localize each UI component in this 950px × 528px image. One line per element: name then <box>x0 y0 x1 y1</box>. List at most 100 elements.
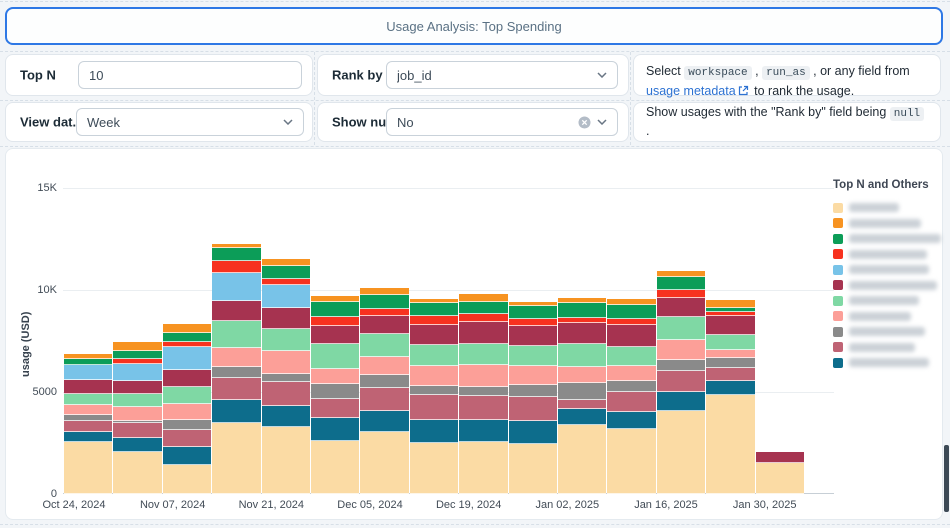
bar-segment-series-maroon[interactable] <box>656 298 706 317</box>
bar-segment-series-mint[interactable] <box>558 343 607 367</box>
bar-dec-19-2024[interactable] <box>459 293 508 494</box>
bar-segment-series-teal[interactable] <box>311 417 360 441</box>
bar-segment-series-blue[interactable] <box>113 364 162 381</box>
bar-segment-series-teal[interactable] <box>64 431 113 442</box>
bar-segment-series-gray[interactable] <box>459 386 508 397</box>
bar-segment-series-red[interactable] <box>558 318 607 324</box>
bar-segment-series-maroon[interactable] <box>212 300 261 321</box>
bar-jan-30-2025[interactable] <box>755 451 805 494</box>
bar-segment-series-green[interactable] <box>113 350 162 360</box>
bar-segment-series-green[interactable] <box>409 303 459 317</box>
bar-segment-series-mint[interactable] <box>162 386 212 404</box>
bar-segment-series-mauve[interactable] <box>607 391 656 413</box>
bar-segment-series-mint[interactable] <box>706 334 755 350</box>
bar-segment-series-gray[interactable] <box>656 360 706 371</box>
bar-segment-series-salmon[interactable] <box>311 369 360 385</box>
bar-segment-series-orange[interactable] <box>64 354 113 360</box>
bar-segment-series-green[interactable] <box>311 302 360 318</box>
bar-segment-series-salmon[interactable] <box>459 365 508 387</box>
bar-segment-series-mint[interactable] <box>261 329 311 351</box>
bar-segment-series-mauve[interactable] <box>212 377 261 401</box>
bar-segment-series-mint[interactable] <box>607 347 656 366</box>
bar-segment-series-teal[interactable] <box>706 380 755 395</box>
bar-oct-31-2024[interactable] <box>113 342 162 494</box>
bar-segment-series-salmon[interactable] <box>162 403 212 421</box>
bar-segment-series-orange[interactable] <box>706 300 755 308</box>
bar-segment-series-teal[interactable] <box>558 409 607 426</box>
bar-segment-series-red[interactable] <box>508 319 558 326</box>
bar-segment-series-maroon[interactable] <box>706 316 755 335</box>
bar-segment-series-mauve[interactable] <box>311 399 360 418</box>
legend-item-2[interactable] <box>833 216 941 232</box>
bar-jan-23-2025[interactable] <box>706 300 755 494</box>
bar-segment-series-red[interactable] <box>162 341 212 348</box>
bar-segment-series-blue[interactable] <box>212 272 261 301</box>
bar-segment-series-orange[interactable] <box>261 259 311 267</box>
bar-segment-series-teal[interactable] <box>113 438 162 453</box>
bar-segment-series-mint[interactable] <box>508 345 558 366</box>
legend-item-5[interactable] <box>833 262 941 278</box>
bar-segment-series-green[interactable] <box>607 304 656 319</box>
bar-segment-series-salmon[interactable] <box>64 404 113 415</box>
bar-segment-series-cream[interactable] <box>656 411 706 494</box>
usage-metadata-link[interactable]: usage metadata <box>646 83 736 98</box>
show-null-select[interactable]: No <box>386 108 618 136</box>
bar-segment-series-cream[interactable] <box>360 432 409 494</box>
bar-segment-series-teal[interactable] <box>212 400 261 423</box>
legend-item-10[interactable] <box>833 340 941 356</box>
legend-item-9[interactable] <box>833 324 941 340</box>
bar-segment-series-cream[interactable] <box>261 427 311 494</box>
view-date-select[interactable]: Week <box>76 108 304 136</box>
bar-segment-series-green[interactable] <box>459 301 508 314</box>
bar-segment-series-orange[interactable] <box>558 298 607 304</box>
bar-segment-series-maroon[interactable] <box>459 321 508 344</box>
bar-segment-series-mauve[interactable] <box>261 382 311 406</box>
external-link-icon[interactable] <box>738 85 749 96</box>
bar-segment-series-cream[interactable] <box>162 465 212 494</box>
bar-segment-series-salmon[interactable] <box>212 347 261 367</box>
bar-jan-09-2025[interactable] <box>607 298 656 494</box>
bar-segment-series-cream[interactable] <box>409 443 459 494</box>
bar-dec-12-2024[interactable] <box>409 299 459 494</box>
bar-segment-series-gray[interactable] <box>607 380 656 392</box>
bar-segment-series-red[interactable] <box>409 316 459 325</box>
bar-segment-series-green[interactable] <box>360 294 409 310</box>
bar-segment-series-gray[interactable] <box>64 414 113 421</box>
bar-segment-series-mauve[interactable] <box>409 394 459 420</box>
bar-segment-series-cream[interactable] <box>508 444 558 494</box>
bar-segment-series-red[interactable] <box>261 279 311 285</box>
bar-segment-series-mint[interactable] <box>113 394 162 408</box>
bar-segment-series-orange[interactable] <box>212 244 261 249</box>
legend-item-4[interactable] <box>833 247 941 263</box>
bar-segment-series-salmon[interactable] <box>558 366 607 384</box>
legend-item-8[interactable] <box>833 309 941 325</box>
bar-segment-series-red[interactable] <box>360 309 409 316</box>
bar-segment-series-cream[interactable] <box>64 441 113 494</box>
bar-segment-series-mint[interactable] <box>656 316 706 341</box>
bar-segment-series-mauve[interactable] <box>656 370 706 393</box>
bar-segment-series-red[interactable] <box>212 260 261 273</box>
widget-title-card[interactable]: Usage Analysis: Top Spending <box>5 7 943 45</box>
bar-segment-series-gray[interactable] <box>508 384 558 398</box>
bar-segment-series-mauve[interactable] <box>113 423 162 439</box>
bar-segment-series-mauve[interactable] <box>360 387 409 411</box>
bar-segment-series-green[interactable] <box>656 277 706 291</box>
bar-segment-series-teal[interactable] <box>607 412 656 429</box>
bar-segment-series-cream[interactable] <box>755 463 805 494</box>
bar-segment-series-orange[interactable] <box>113 342 162 351</box>
bar-segment-series-green[interactable] <box>212 248 261 261</box>
bar-segment-series-green[interactable] <box>64 359 113 366</box>
bar-jan-02-2025[interactable] <box>558 298 607 494</box>
bar-segment-series-green[interactable] <box>706 307 755 312</box>
bar-segment-series-salmon[interactable] <box>113 407 162 421</box>
bar-nov-28-2024[interactable] <box>311 295 360 494</box>
bar-segment-series-red[interactable] <box>459 313 508 322</box>
bar-segment-series-green[interactable] <box>162 332 212 342</box>
bar-segment-series-cream[interactable] <box>212 422 261 494</box>
bar-segment-series-gray[interactable] <box>706 357 755 368</box>
bar-segment-series-mauve[interactable] <box>459 396 508 421</box>
bar-segment-series-mint[interactable] <box>459 343 508 366</box>
bar-segment-series-cream[interactable] <box>706 394 755 494</box>
bar-segment-series-maroon[interactable] <box>409 324 459 345</box>
legend-item-11[interactable] <box>833 355 941 371</box>
